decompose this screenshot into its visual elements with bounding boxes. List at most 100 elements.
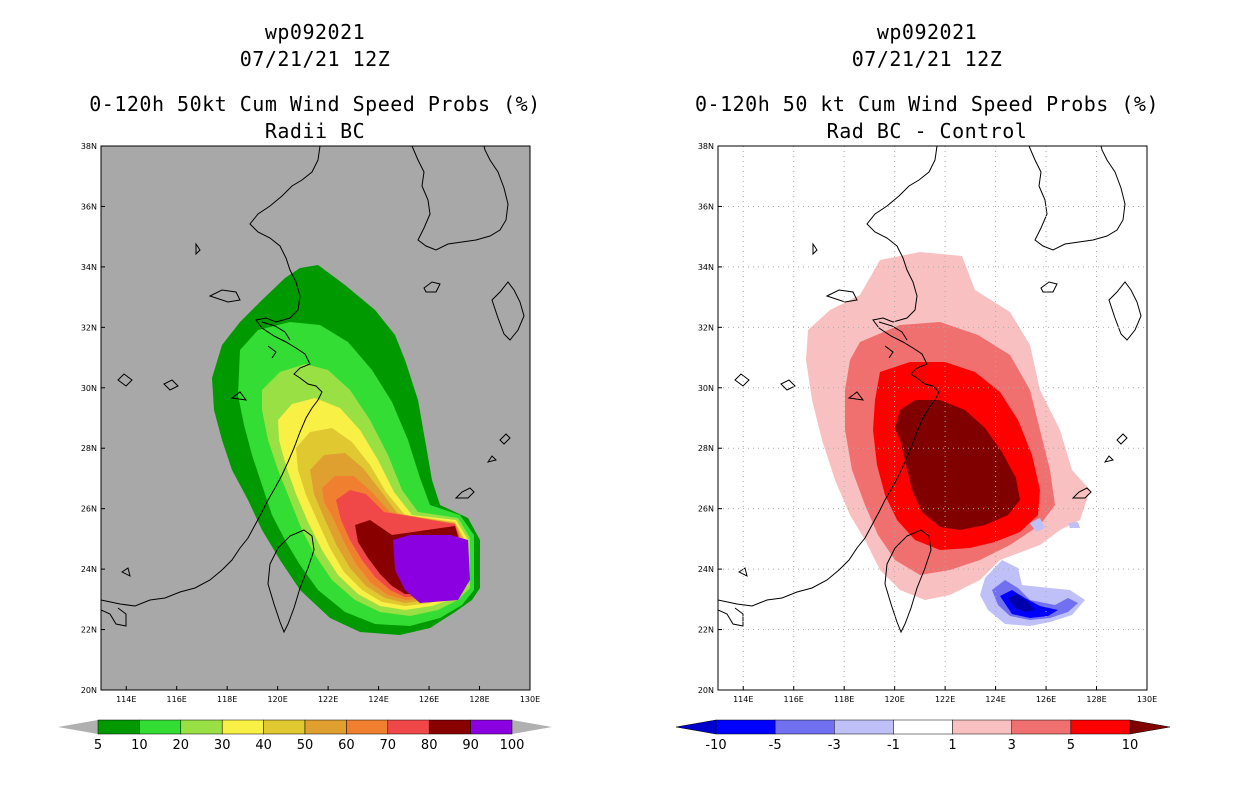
coastline-segment	[101, 607, 127, 627]
left-title-product: 0-120h 50kt Cum Wind Speed Probs (%)	[89, 92, 541, 116]
lon-tick-label: 130E	[1137, 695, 1157, 704]
lon-tick-label: 118E	[217, 695, 237, 704]
lon-tick-label: 120E	[884, 695, 904, 704]
lon-tick-label: 128E	[1086, 695, 1106, 704]
colorbar-arrow-high	[512, 720, 552, 734]
lat-tick-label: 20N	[698, 686, 714, 695]
colorbar-label: 10	[131, 738, 148, 753]
diff-pos-10	[895, 400, 1020, 530]
lat-tick-label: 32N	[698, 323, 714, 332]
colorbar-arrow-high	[1129, 719, 1171, 735]
coastline-segment	[261, 321, 291, 359]
lon-tick-label: 120E	[267, 695, 287, 704]
left-probability-contours	[212, 265, 480, 635]
colorbar-segment	[387, 719, 430, 735]
coastline-segment	[718, 146, 940, 607]
lat-tick-label: 22N	[698, 626, 714, 635]
lon-tick-label: 124E	[368, 695, 388, 704]
lat-tick-label: 38N	[81, 142, 97, 151]
right-map-panel	[718, 146, 1147, 690]
lat-tick-label: 26N	[698, 505, 714, 514]
coastline-segment	[1040, 281, 1058, 293]
coastline-segment	[454, 433, 511, 499]
colorbar-segment	[139, 719, 182, 735]
coastline-segment	[734, 373, 865, 577]
lon-tick-label: 118E	[834, 695, 854, 704]
colorbar-segment	[1070, 719, 1131, 735]
lat-tick-label: 28N	[698, 444, 714, 453]
coastline-segment	[101, 146, 323, 607]
lon-tick-label: 122E	[318, 695, 338, 704]
colorbar-segment	[952, 719, 1012, 735]
colorbar-segment	[428, 719, 471, 735]
lon-tick-label: 128E	[469, 695, 489, 704]
left-map-frame	[100, 145, 531, 691]
lon-tick-label: 122E	[935, 695, 955, 704]
lon-tick-label: 116E	[784, 695, 804, 704]
colorbar-label: -1	[887, 738, 900, 753]
lat-tick-label: 36N	[698, 202, 714, 211]
colorbar-label: 70	[380, 738, 397, 753]
coastline-segment	[812, 242, 818, 256]
left-coastline	[101, 146, 525, 634]
colorbar-label: -3	[828, 738, 841, 753]
lat-tick-label: 28N	[81, 444, 97, 453]
colorbar-label: 40	[255, 738, 272, 753]
lat-tick-label: 34N	[698, 263, 714, 272]
right-title-subtitle: Rad BC - Control	[826, 119, 1028, 143]
right-map-frame	[717, 145, 1148, 691]
coastline-segment	[1108, 281, 1142, 341]
lon-tick-label: 130E	[520, 695, 540, 704]
colorbar-segment	[470, 719, 513, 735]
colorbar-segment	[893, 719, 953, 735]
colorbar-arrow-low	[58, 720, 98, 734]
colorbar-segment	[834, 719, 894, 735]
colorbar-segment	[180, 719, 223, 735]
lat-tick-label: 36N	[81, 202, 97, 211]
colorbar-segment	[1011, 719, 1072, 735]
colorbar-label: 1	[948, 738, 956, 753]
coastline-segment	[117, 373, 248, 577]
colorbar-arrow-low	[675, 719, 717, 735]
colorbar-label: 10	[1122, 738, 1139, 753]
coastline-segment	[208, 289, 241, 303]
colorbar-label: 90	[462, 738, 479, 753]
coastline-segment	[1071, 433, 1128, 499]
lat-tick-label: 30N	[81, 384, 97, 393]
right-title-product: 0-120h 50 kt Cum Wind Speed Probs (%)	[694, 92, 1160, 116]
diff-neg-10	[1008, 594, 1035, 612]
colorbar-segment	[221, 719, 264, 735]
left-colorbar: 5 10 20 30 40 50 60 70 80 90 100	[58, 719, 552, 753]
right-difference-contours	[806, 252, 1090, 626]
lon-tick-label: 126E	[1036, 695, 1056, 704]
colorbar-label: 20	[173, 738, 190, 753]
coastline-segment	[718, 607, 744, 627]
colorbar-segment	[263, 719, 306, 735]
right-gridlines	[718, 146, 1147, 690]
left-map-panel	[101, 146, 530, 690]
coastline-segment	[1028, 146, 1126, 251]
lon-tick-label: 126E	[419, 695, 439, 704]
lat-tick-label: 38N	[698, 142, 714, 151]
coastline-segment	[491, 281, 525, 341]
right-colorbar: -10 -5 -3 -1 1 3 5 10	[675, 719, 1171, 753]
colorbar-segment	[346, 719, 389, 735]
lat-tick-label: 20N	[81, 686, 97, 695]
colorbar-label: 5	[94, 738, 102, 753]
lon-tick-label: 116E	[167, 695, 187, 704]
coastline-segment	[423, 281, 441, 293]
coastline-segment	[825, 289, 858, 303]
right-coastline	[718, 146, 1142, 634]
lat-tick-label: 22N	[81, 626, 97, 635]
coastline-segment	[878, 321, 908, 359]
left-title-storm-id: wp092021	[264, 20, 366, 44]
lat-tick-label: 32N	[81, 323, 97, 332]
lat-tick-label: 24N	[698, 565, 714, 574]
colorbar-label: 3	[1008, 738, 1016, 753]
left-title-subtitle: Radii BC	[264, 119, 366, 143]
colorbar-segment	[774, 719, 835, 735]
colorbar-label: 80	[421, 738, 438, 753]
colorbar-segment	[715, 719, 776, 735]
lon-tick-label: 114E	[116, 695, 136, 704]
contour-90-100	[393, 535, 470, 603]
